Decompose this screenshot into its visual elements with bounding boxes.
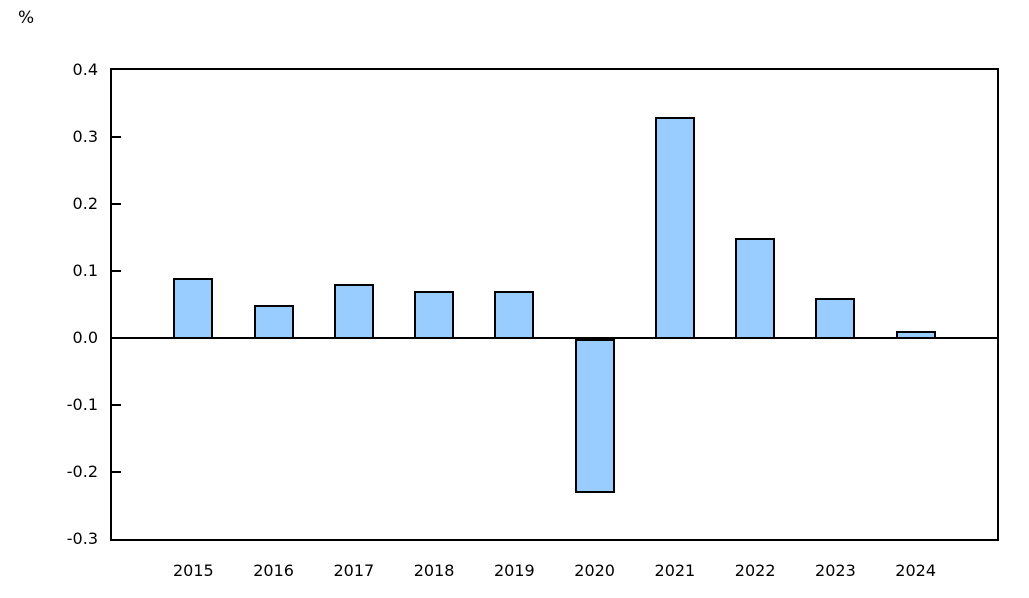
- x-tick-label: 2023: [815, 561, 856, 580]
- x-tick-label: 2024: [895, 561, 937, 580]
- bar-2015: [173, 277, 214, 339]
- bar-2023: [815, 297, 856, 339]
- x-tick-label: 2020: [574, 561, 615, 580]
- plot-area: [110, 68, 999, 541]
- bar-2017: [333, 284, 374, 339]
- y-tick-mark: [112, 136, 121, 138]
- x-tick-label: 2022: [734, 561, 776, 580]
- x-tick-label: 2018: [413, 561, 455, 580]
- bar-2020: [574, 339, 615, 494]
- x-tick-label: 2017: [333, 561, 375, 580]
- y-tick-label: -0.1: [66, 395, 98, 414]
- y-tick-label: 0.2: [72, 194, 98, 213]
- bar-2022: [735, 237, 776, 339]
- y-tick-label: -0.3: [66, 529, 98, 548]
- x-tick-label: 2016: [253, 561, 294, 580]
- y-tick-mark: [112, 404, 121, 406]
- bar-2021: [654, 116, 695, 339]
- y-axis-unit-label: %: [18, 8, 35, 28]
- x-tick-label: 2015: [172, 561, 214, 580]
- y-tick-mark: [112, 471, 121, 473]
- zero-line: [112, 337, 997, 339]
- bar-2019: [494, 291, 535, 339]
- y-tick-label: 0.0: [72, 328, 98, 347]
- y-tick-mark: [112, 270, 121, 272]
- y-tick-mark: [112, 203, 121, 205]
- x-tick-label: 2021: [654, 561, 696, 580]
- bar-2024: [895, 331, 936, 339]
- x-tick-label: 2019: [494, 561, 535, 580]
- bar-2016: [253, 304, 294, 339]
- bar-2018: [414, 291, 455, 339]
- y-tick-label: 0.4: [72, 60, 98, 79]
- y-tick-label: 0.1: [72, 261, 98, 280]
- y-tick-label: -0.2: [66, 462, 98, 481]
- y-tick-label: 0.3: [72, 127, 98, 146]
